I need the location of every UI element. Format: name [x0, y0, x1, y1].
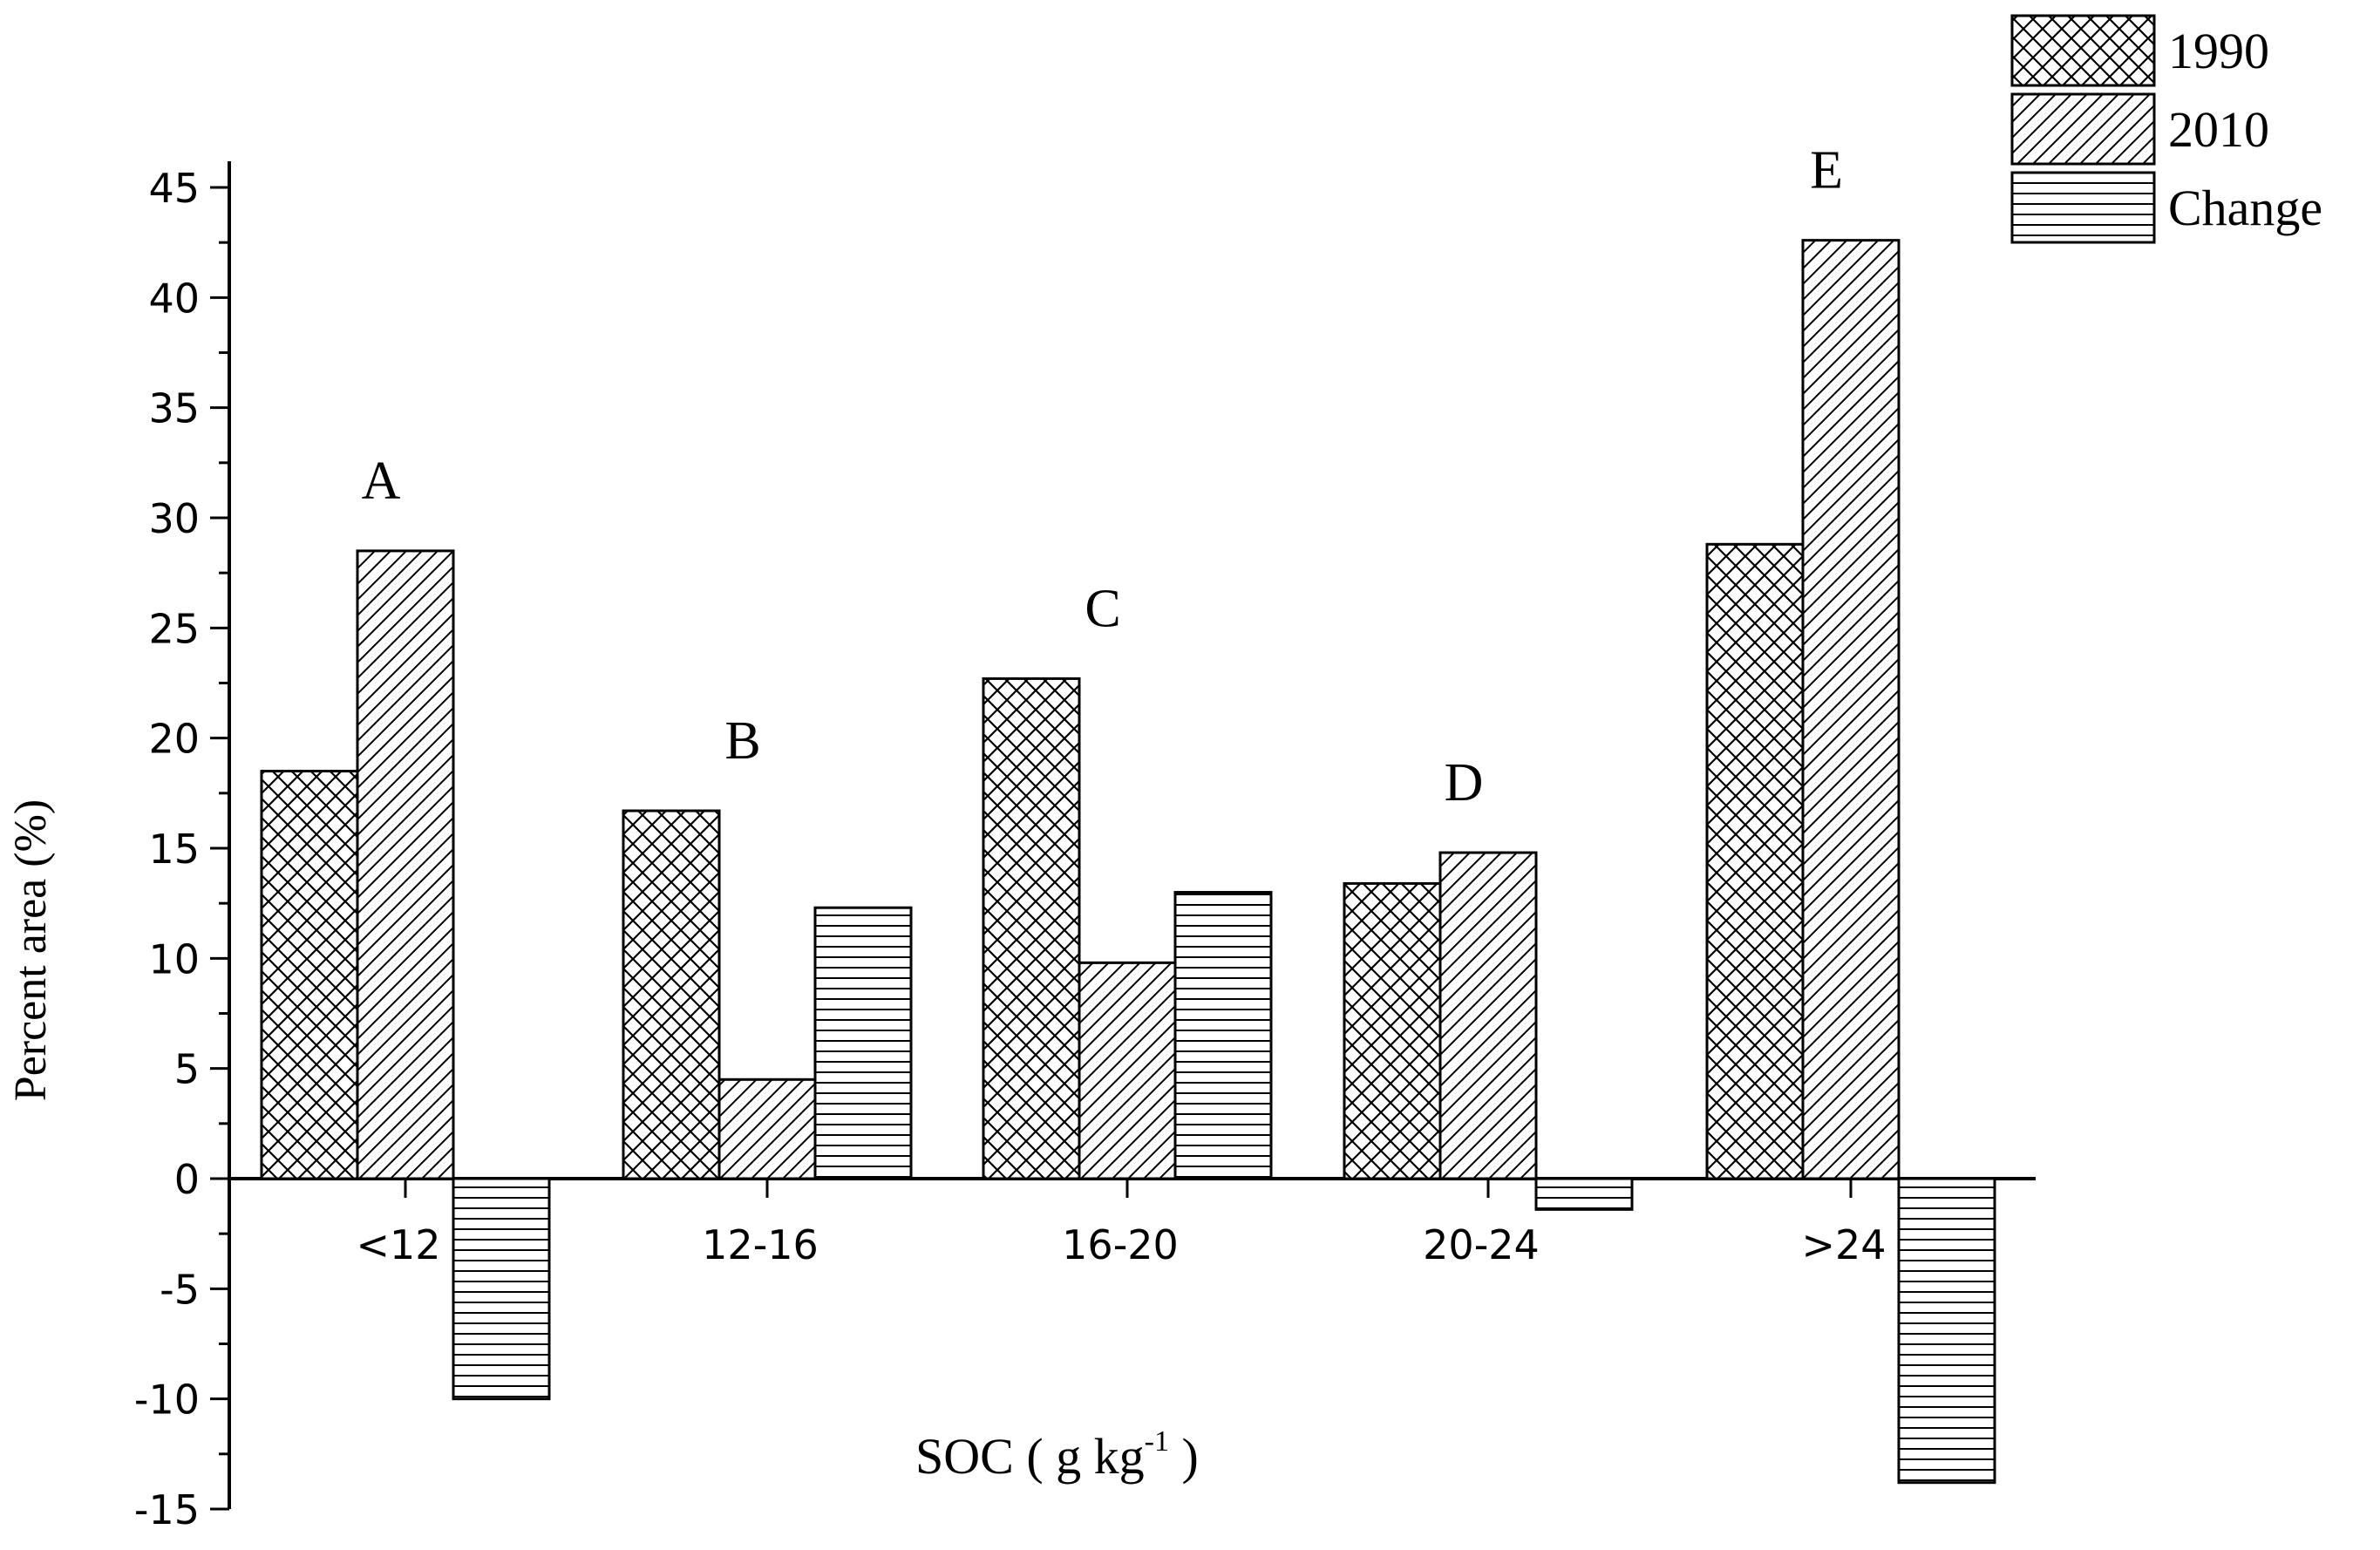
y-tick-label: 5 [174, 1046, 200, 1093]
x-axis-title-close: ) [1169, 1428, 1199, 1485]
y-tick-label: 20 [148, 716, 200, 763]
y-tick-label: -10 [134, 1377, 200, 1424]
group-letter: E [1810, 141, 1843, 201]
x-tick-label: >24 [1801, 1221, 1886, 1268]
bars [260, 239, 1996, 1485]
y-tick-label: 35 [148, 385, 200, 432]
bar-change-0 [452, 1177, 551, 1401]
bar-1990-2 [982, 676, 1081, 1180]
bar-1990-1 [622, 809, 721, 1180]
bar-change-3 [1534, 1177, 1634, 1211]
x-tick-label: <12 [356, 1221, 440, 1268]
y-tick-label: 10 [148, 935, 200, 982]
y-tick-label: 30 [148, 495, 200, 542]
y-tick-label: -5 [160, 1266, 200, 1313]
bar-change-2 [1173, 891, 1273, 1180]
legend-swatch-2010 [2010, 92, 2156, 166]
legend-swatch-change [2010, 171, 2156, 244]
y-tick-label: 45 [148, 165, 200, 212]
y-tick-label: -15 [134, 1486, 200, 1533]
x-tick-label: 12-16 [702, 1221, 819, 1268]
bar-2010-2 [1078, 961, 1177, 1180]
legend-swatch-1990 [2010, 14, 2156, 87]
group-letter: C [1085, 579, 1120, 638]
bar-change-1 [813, 906, 913, 1180]
y-tick-label: 15 [148, 826, 200, 873]
y-tick-label: 40 [148, 275, 200, 322]
group-letters: A B C D E [362, 141, 1843, 812]
x-axis-title-superscript: -1 [1145, 1425, 1169, 1458]
y-tick-label: 25 [148, 605, 200, 652]
legend-label-2010: 2010 [2168, 101, 2269, 158]
y-tick-label: 0 [174, 1156, 200, 1203]
group-letter: B [724, 711, 760, 771]
legend-label-change: Change [2168, 180, 2322, 236]
x-tick-label: 16-20 [1062, 1221, 1179, 1268]
bar-1990-0 [260, 770, 359, 1180]
bar-2010-0 [356, 549, 455, 1180]
bar-change-4 [1897, 1177, 1996, 1485]
group-letter: A [362, 452, 401, 511]
x-axis-title-main: SOC ( g kg [915, 1428, 1145, 1485]
group-letter: D [1445, 753, 1484, 812]
bar-2010-3 [1438, 851, 1538, 1180]
legend: 1990 2010 Change [2010, 14, 2322, 244]
bar-1990-4 [1705, 542, 1805, 1180]
legend-label-1990: 1990 [2168, 23, 2269, 79]
x-tick-label: 20-24 [1423, 1221, 1540, 1268]
bar-1990-3 [1343, 881, 1442, 1180]
bar-2010-1 [717, 1078, 817, 1180]
bar-2010-4 [1801, 239, 1901, 1180]
y-axis-title: Percent area (%) [6, 799, 56, 1101]
x-axis-title: SOC ( g kg-1 ) [915, 1425, 1199, 1485]
y-axis: -15 -10 -5 0 5 10 15 20 25 30 35 40 45 [134, 161, 231, 1533]
